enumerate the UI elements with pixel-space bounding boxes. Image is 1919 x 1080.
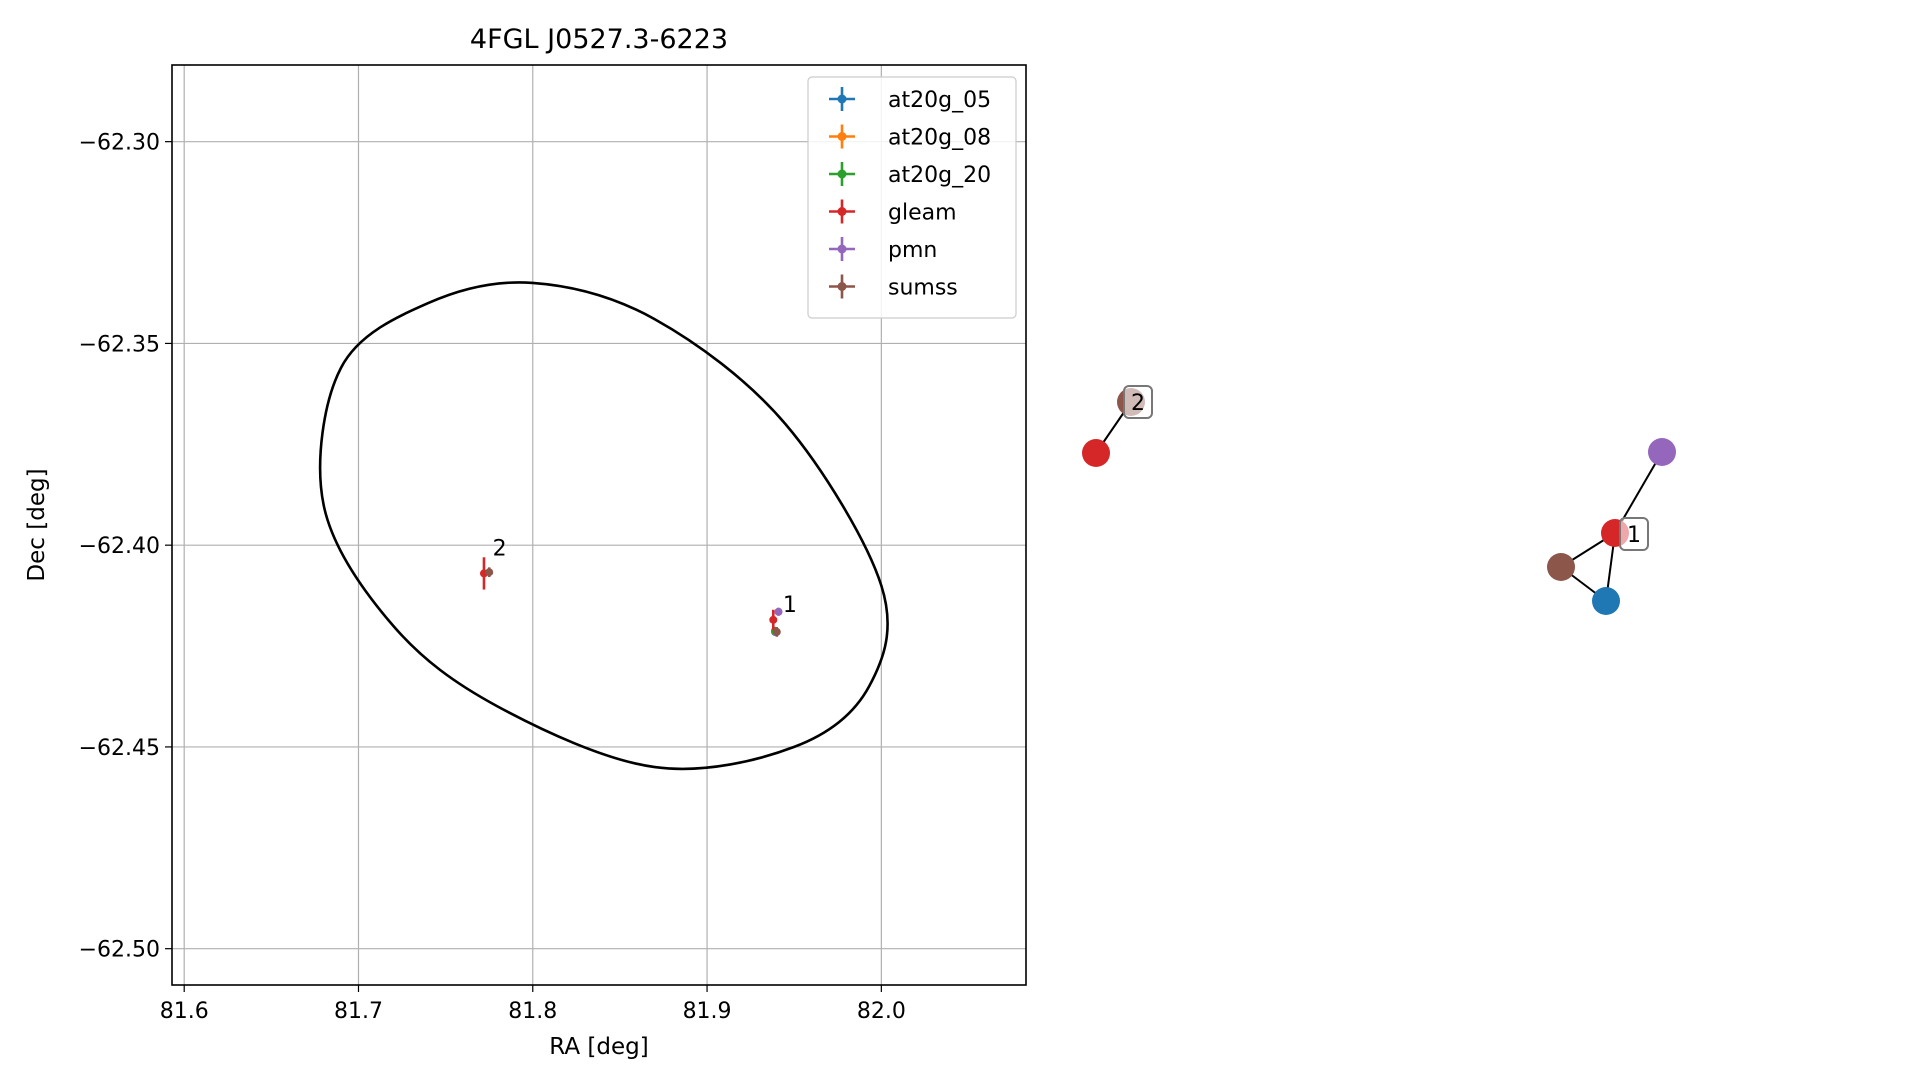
y-tick-label: −62.30 (79, 131, 160, 156)
legend-box (807, 76, 1017, 319)
cluster-label: 2 (1123, 385, 1153, 419)
network-node (1592, 587, 1620, 615)
point-annotation: 1 (783, 593, 797, 618)
legend-entry-at20g_05: at20g_05 (829, 87, 991, 113)
ellipse-layer (318, 281, 889, 771)
y-tick-label: −62.35 (79, 332, 160, 357)
plot-frame (171, 64, 1027, 986)
x-tick-label: 82.0 (857, 999, 906, 1024)
x-tick-label: 81.9 (683, 999, 732, 1024)
y-tick-label: −62.45 (79, 736, 160, 761)
legend-entry-at20g_20: at20g_20 (829, 162, 991, 188)
confidence-ellipse (318, 281, 889, 771)
y-tick-label: −62.50 (79, 938, 160, 963)
x-tick-label: 81.8 (508, 999, 557, 1024)
points-layer: 12 (479, 536, 797, 637)
data-point-sumss (772, 627, 781, 637)
legend-label: at20g_05 (888, 88, 991, 113)
data-point-sumss (485, 567, 494, 578)
legend-entry-gleam: gleam (829, 199, 957, 226)
svg-text:1: 1 (1627, 523, 1641, 548)
point-annotation: 2 (493, 536, 507, 561)
legend-label: gleam (888, 201, 957, 226)
chart-title: 4FGL J0527.3-6223 (470, 24, 728, 55)
y-tick-label: −62.40 (79, 534, 160, 559)
data-point-gleam (769, 609, 778, 630)
x-tick-label: 81.7 (334, 999, 383, 1024)
grid (172, 65, 1026, 985)
network-node (1648, 438, 1676, 466)
legend-entry-at20g_08: at20g_08 (829, 124, 991, 151)
legend-label: sumss (888, 276, 958, 301)
network-node (1082, 439, 1110, 467)
legend-entry-pmn: pmn (829, 237, 937, 263)
network-node (1547, 553, 1575, 581)
cluster-network: 21 (1082, 385, 1676, 615)
x-tick-label: 81.6 (160, 999, 209, 1024)
x-axis-label: RA [deg] (549, 1034, 648, 1060)
legend-label: at20g_20 (888, 163, 991, 188)
legend-label: at20g_08 (888, 126, 991, 151)
cluster-label: 1 (1619, 517, 1649, 551)
data-point-pmn (774, 607, 783, 616)
legend-label: pmn (888, 238, 937, 263)
axis-ticks: 81.6 81.7 81.8 81.9 82.0 −62.30 −62.35 −62.40 −6… (79, 131, 906, 1024)
svg-text:2: 2 (1131, 391, 1145, 416)
scatter-chart: 4FGL J0527.3-6223 12 81.6 81.7 81.8 81.9 82.… (24, 24, 1027, 1060)
y-axis-label: Dec [deg] (24, 468, 50, 581)
legend-entry-sumss: sumss (829, 274, 958, 301)
